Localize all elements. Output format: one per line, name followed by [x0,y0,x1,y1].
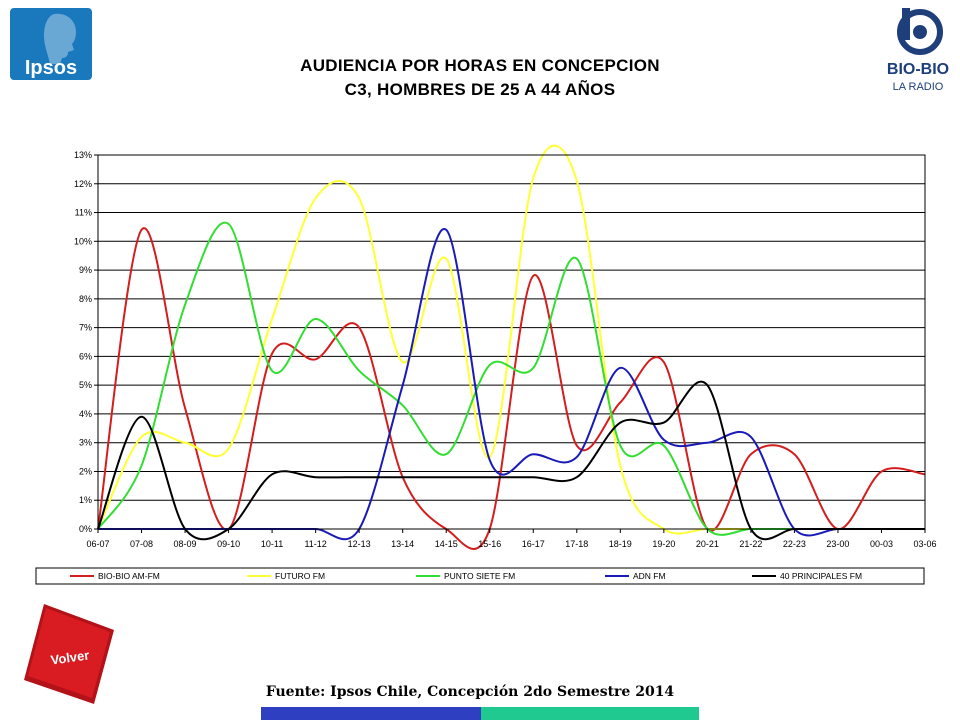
source-note: Fuente: Ipsos Chile, Concepción 2do Seme… [265,684,675,700]
series-line [97,227,926,550]
y-tick-label: 0% [79,524,92,534]
y-axis-ticks: 0% 1% 2% 3% 4% 5% 6% 7% 8% 9% 10% 11% 12% 13% [74,150,98,534]
x-tick-label: 19-20 [652,539,675,549]
x-tick-label: 17-18 [565,539,588,549]
biobio-logo-subtext: LA RADIO [893,81,944,93]
series-line [98,228,925,541]
y-tick-label: 11% [75,208,92,218]
y-tick-label: 2% [79,466,92,476]
legend-label: BIO-BIO AM-FM [98,571,160,581]
y-tick-label: 12% [74,179,92,189]
x-tick-label: 10-11 [261,539,283,549]
biobio-logo-text: BIO-BIO [887,61,949,78]
x-tick-label: 07-08 [130,539,153,549]
x-tick-label: 23-00 [826,539,849,549]
ipsos-logo: Ipsos [10,8,92,80]
x-tick-label: 20-21 [696,539,719,549]
legend-label: FUTURO FM [275,571,325,581]
y-tick-label: 5% [79,380,92,390]
x-tick-label: 15-16 [478,539,501,549]
x-tick-label: 06-07 [86,539,109,549]
volver-label: Volver [50,647,90,667]
y-tick-label: 13% [74,150,92,160]
y-tick-label: 7% [79,323,92,333]
x-tick-label: 00-03 [870,539,893,549]
volver-button[interactable]: Volver [22,602,118,706]
legend-label: PUNTO SIETE FM [444,571,515,581]
footer-bar-green [481,707,699,720]
x-tick-label: 12-13 [348,539,371,549]
x-tick-label: 22-23 [783,539,806,549]
y-tick-label: 4% [79,409,92,419]
y-tick-label: 6% [79,351,92,361]
line-chart: 0% 1% 2% 3% 4% 5% 6% 7% 8% 9% 10% 11% 12% 13% 06-07 07… [35,144,937,585]
plot-area-frame [97,154,926,530]
series-line [97,380,925,541]
x-axis-ticks: 06-07 07-08 08-09 09-10 10-11 11-12 12-13 13-14… [86,529,937,549]
series-line [97,144,925,535]
legend-frame [35,567,925,585]
footer-bar-blue [261,707,481,720]
legend-label: 40 PRINCIPALES FM [780,571,862,581]
y-tick-label: 9% [79,265,92,275]
y-tick-label: 3% [79,438,92,448]
chart-title-line1: AUDIENCIA POR HORAS EN CONCEPCION [300,56,660,75]
y-tick-label: 8% [79,294,92,304]
x-tick-label: 11-12 [304,539,326,549]
series-line [97,221,925,536]
y-tick-label: 10% [74,236,92,246]
ipsos-logo-text: Ipsos [25,57,77,79]
legend-label: ADN FM [633,571,666,581]
x-tick-label: 16-17 [522,539,545,549]
x-tick-label: 09-10 [217,539,240,549]
x-tick-label: 13-14 [391,539,414,549]
biobio-logo: BIO-BIO LA RADIO [887,8,949,93]
x-tick-label: 14-15 [435,539,458,549]
x-tick-label: 03-06 [913,539,936,549]
x-tick-label: 08-09 [174,539,197,549]
y-tick-label: 1% [79,495,92,505]
x-tick-label: 18-19 [609,539,632,549]
chart-title-line2: C3, HOMBRES DE 25 A 44 AÑOS [344,80,616,99]
legend: BIO-BIO AM-FM FUTURO FM PUNTO SIETE FM ADN … [35,567,925,585]
series-lines [97,144,926,550]
x-tick-label: 21-22 [739,539,762,549]
